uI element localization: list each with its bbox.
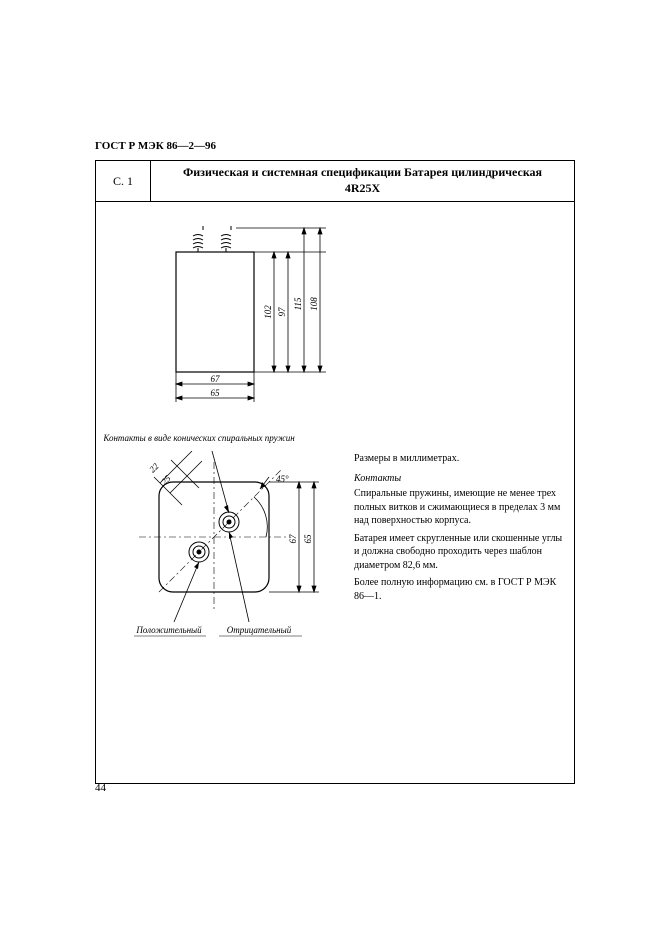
- notes-block: Размеры в миллиметрах. Контакты Спиральн…: [354, 452, 564, 607]
- dim-h-c: 115: [293, 297, 303, 310]
- title-row: С. 1 Физическая и системная спецификации…: [96, 161, 574, 202]
- notes-p2: Батарея имеет скругленные или скошенные …: [354, 532, 564, 573]
- label-negative: Отрицательный: [227, 625, 292, 635]
- spec-title: Физическая и системная спецификации Бата…: [151, 161, 574, 201]
- notes-p3: Более полную информацию см. в ГОСТ Р МЭК…: [354, 576, 564, 603]
- dim-spacing-a: 22: [147, 461, 161, 475]
- notes-p1: Спиральные пружины, имеющие не менее тре…: [354, 487, 564, 528]
- spec-frame: С. 1 Физическая и системная спецификации…: [95, 160, 575, 784]
- page-number: 44: [95, 782, 106, 794]
- dim-angle: 45°: [276, 474, 289, 484]
- notes-contacts-heading: Контакты: [354, 472, 564, 486]
- dim-h-a: 102: [263, 305, 273, 319]
- top-caption-1: Контакты в виде конических спиральных пр…: [104, 433, 295, 443]
- label-positive: Положительный: [135, 625, 202, 635]
- dim-h-d: 108: [309, 297, 319, 311]
- dim-width-outer: 65: [211, 388, 221, 398]
- standard-header: ГОСТ Р МЭК 86—2—96: [95, 140, 575, 152]
- front-elevation-drawing: 67 65: [116, 212, 376, 422]
- dim-side-outer: 65: [303, 534, 313, 544]
- dim-side-inner: 67: [288, 534, 298, 544]
- section-tag: С. 1: [96, 161, 151, 201]
- top-view-drawing: Контакты в виде конических спиральных пр…: [104, 427, 354, 657]
- content-area: 67 65: [96, 202, 574, 782]
- dim-h-b: 97: [277, 307, 287, 317]
- notes-units: Размеры в миллиметрах.: [354, 452, 564, 466]
- dim-width-inner: 67: [211, 374, 221, 384]
